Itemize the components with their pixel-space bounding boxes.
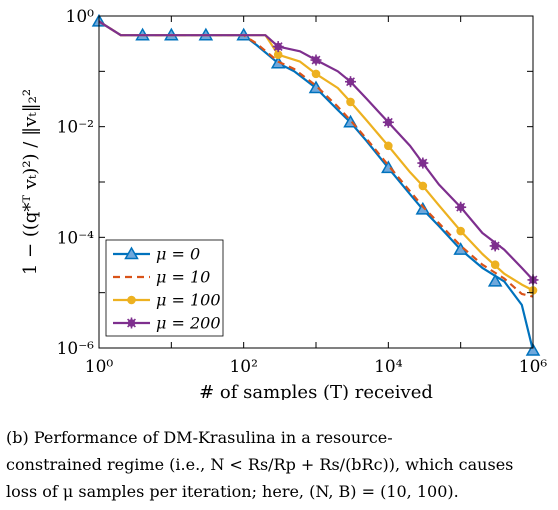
x-tick-label-2: 10⁴	[374, 357, 403, 377]
caption-line-1: (b) Performance of DM-Krasulina in a res…	[6, 428, 393, 447]
series-2-point-4	[418, 181, 428, 191]
chart: 10⁰ 10² 10⁴ 10⁶ 10⁰ 10⁻² 10⁻⁴ 10⁻⁶ # of samples…	[20, 7, 548, 400]
series-layer	[91, 13, 541, 356]
series-1	[98, 20, 534, 298]
legend-label-2: μ = 100	[156, 291, 221, 310]
legend-entry-2: μ = 100	[113, 291, 221, 310]
caption-line-2: constrained regime (i.e., N < Rs/Rp + Rs…	[6, 455, 514, 474]
x-tick-label-3: 10⁶	[519, 357, 548, 377]
caption-line-3: loss of μ samples per iteration; here, (…	[6, 482, 459, 501]
y-tick-label-1: 10⁻²	[57, 118, 94, 138]
series-3-point-0	[272, 41, 284, 53]
legend-marker-2	[127, 295, 136, 305]
y-tick-label-3: 10⁻⁶	[57, 339, 95, 359]
series-0-point-11	[487, 273, 503, 287]
series-3-point-4	[417, 157, 429, 169]
legend-marker-3	[126, 317, 137, 329]
legend-entry-1: μ = 10	[113, 268, 210, 287]
legend-marker-0	[124, 246, 139, 260]
legend-entry-0: μ = 0	[113, 245, 200, 264]
y-axis-label: 1 − ((q*ᵀ vₜ)²) / ‖vₜ‖₂²	[20, 89, 41, 275]
tick-layer: 10⁰ 10² 10⁴ 10⁶ 10⁰ 10⁻² 10⁻⁴ 10⁻⁶	[57, 7, 548, 377]
series-2-point-3	[384, 141, 393, 151]
figure-caption: (b) Performance of DM-Krasulina in a res…	[6, 424, 556, 505]
series-3-point-2	[345, 76, 357, 88]
legend-label-0: μ = 0	[156, 245, 200, 264]
series-line-1	[98, 20, 534, 298]
series-3	[98, 20, 539, 286]
x-tick-label-1: 10²	[229, 357, 257, 377]
y-tick-label-0: 10⁰	[66, 7, 95, 27]
x-tick-label-0: 10⁰	[85, 357, 114, 377]
series-line-3	[98, 20, 534, 281]
series-3-point-6	[489, 240, 501, 252]
y-tick-label-2: 10⁻⁴	[57, 228, 95, 248]
series-3-point-3	[382, 116, 394, 128]
legend-label-1: μ = 10	[156, 268, 210, 287]
legend-entry-3: μ = 200	[113, 314, 221, 333]
series-2-point-5	[456, 226, 465, 236]
legend: μ = 0 μ = 10 μ = 100 μ = 200	[105, 239, 224, 337]
series-2-point-2	[346, 97, 355, 107]
series-2-point-6	[490, 260, 500, 270]
series-3-point-1	[310, 54, 322, 66]
x-axis-label: # of samples (T) received	[199, 382, 433, 400]
series-0-point-12	[525, 343, 541, 356]
series-2-point-1	[311, 69, 321, 79]
legend-box	[105, 239, 224, 337]
legend-label-3: μ = 200	[156, 314, 221, 333]
series-3-point-5	[455, 201, 467, 213]
